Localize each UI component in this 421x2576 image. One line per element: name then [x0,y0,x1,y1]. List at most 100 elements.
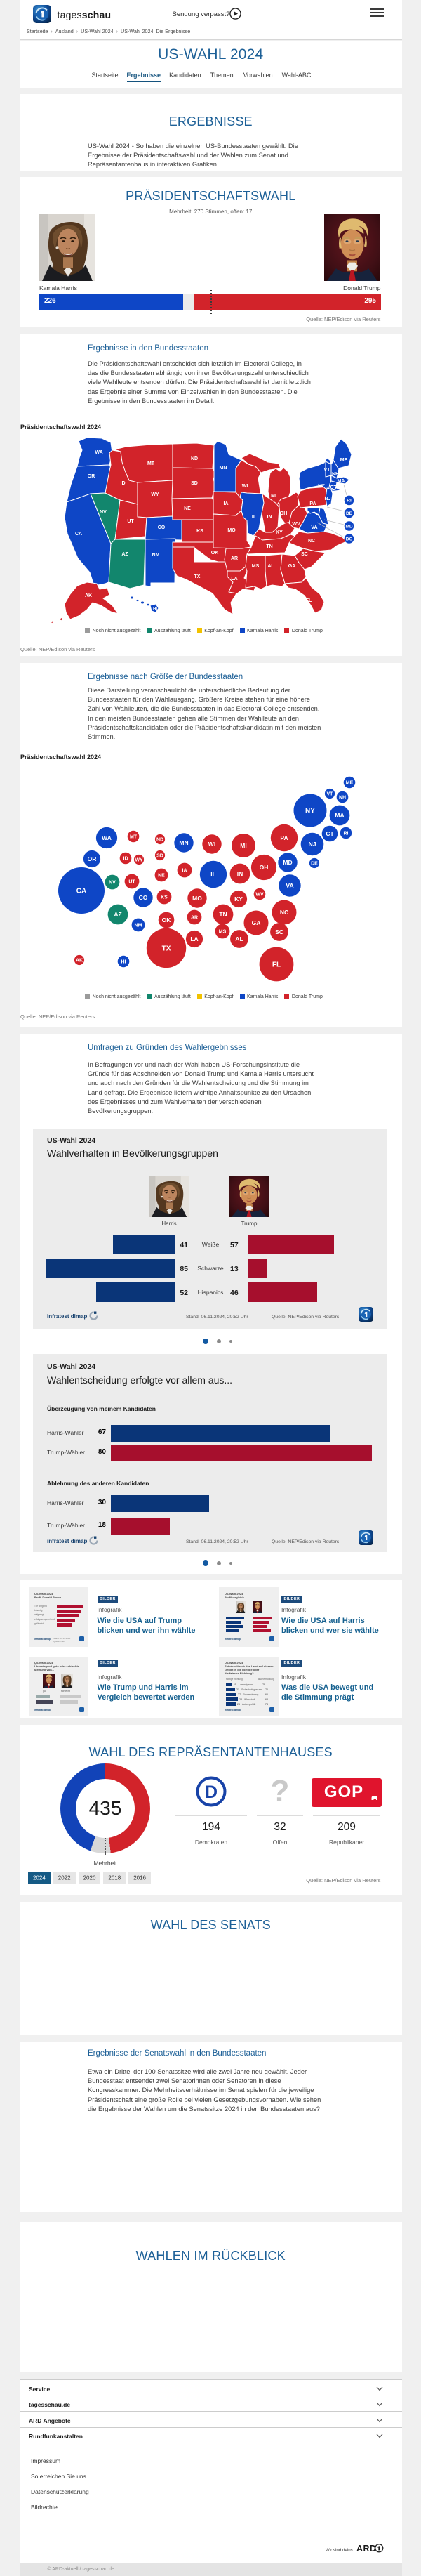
svg-text:SC: SC [301,552,308,557]
svg-text:KS: KS [196,529,203,534]
svg-text:WV: WV [292,522,300,527]
svg-text:MD: MD [283,859,292,866]
svg-text:AK: AK [76,959,83,964]
svg-text:VA: VA [311,525,317,530]
svg-text:MO: MO [227,528,236,533]
svg-text:SC: SC [275,928,283,935]
svg-text:MA: MA [338,479,345,484]
svg-text:PA: PA [280,834,288,841]
svg-text:ND: ND [191,456,198,461]
svg-text:CO: CO [139,894,148,901]
svg-text:IA: IA [224,501,229,506]
svg-text:VT: VT [324,468,331,473]
svg-text:AK: AK [85,593,92,598]
svg-text:AL: AL [235,935,243,942]
svg-text:AL: AL [267,564,274,569]
svg-text:WI: WI [208,841,215,848]
svg-text:OH: OH [280,511,288,516]
svg-text:ND: ND [156,838,163,843]
svg-text:MO: MO [192,895,202,902]
svg-text:AZ: AZ [114,911,121,918]
svg-text:NM: NM [152,553,160,558]
svg-text:VT: VT [327,792,334,797]
svg-text:HI: HI [121,960,126,965]
svg-text:ME: ME [340,458,348,463]
svg-text:KS: KS [161,895,168,900]
svg-text:GA: GA [288,564,296,569]
svg-text:MI: MI [271,494,276,499]
svg-text:OH: OH [260,864,269,871]
svg-text:MT: MT [147,461,155,466]
svg-text:MS: MS [219,930,227,935]
svg-text:FL: FL [306,598,312,603]
svg-text:VA: VA [286,882,293,889]
svg-text:NJ: NJ [325,497,331,501]
svg-text:MS: MS [252,564,260,569]
svg-text:GA: GA [252,919,261,926]
svg-text:NC: NC [308,539,315,544]
svg-text:NJ: NJ [309,841,316,848]
svg-text:TX: TX [194,574,201,579]
svg-text:IN: IN [267,515,272,520]
svg-text:DE: DE [346,511,353,516]
svg-text:MN: MN [220,466,227,471]
svg-text:WI: WI [242,484,248,489]
svg-text:CO: CO [158,525,166,530]
svg-text:DC: DC [346,537,353,541]
svg-text:UT: UT [127,519,134,524]
svg-text:WA: WA [102,834,112,841]
svg-text:OR: OR [88,474,95,479]
svg-text:HI: HI [153,607,157,612]
svg-text:KY: KY [276,530,283,535]
svg-text:NH: NH [339,796,346,801]
svg-text:AR: AR [191,916,198,921]
svg-text:NV: NV [100,510,107,515]
svg-text:RI: RI [347,499,352,504]
svg-text:MT: MT [130,835,138,840]
svg-text:CA: CA [76,888,86,895]
svg-text:ID: ID [121,481,126,486]
svg-text:PA: PA [309,501,316,506]
svg-text:NC: NC [280,909,288,916]
svg-text:SD: SD [156,854,163,859]
svg-text:TX: TX [162,945,171,953]
svg-text:AZ: AZ [121,552,128,557]
svg-text:CT: CT [326,830,334,837]
svg-text:WA: WA [95,450,102,455]
svg-text:IL: IL [252,515,257,520]
svg-text:AR: AR [231,556,238,561]
svg-text:D: D [204,1782,217,1802]
svg-text:WY: WY [135,858,143,863]
svg-text:DE: DE [311,862,318,867]
svg-text:ID: ID [123,857,128,862]
svg-text:WY: WY [151,492,159,497]
svg-text:NM: NM [135,924,142,928]
svg-text:RI: RI [344,832,349,836]
svg-text:IA: IA [182,869,187,874]
svg-text:TN: TN [219,911,227,918]
svg-text:NY: NY [318,484,325,489]
svg-text:FL: FL [272,961,281,969]
svg-text:ME: ME [346,781,354,786]
svg-text:NV: NV [109,881,116,886]
svg-text:MI: MI [240,842,246,849]
svg-text:UT: UT [128,880,135,885]
svg-text:NE: NE [184,506,191,511]
svg-text:CT: CT [330,485,337,490]
svg-text:SD: SD [191,481,198,486]
svg-text:IL: IL [210,871,216,878]
svg-text:OK: OK [211,551,219,556]
svg-text:LA: LA [190,935,198,942]
svg-text:LA: LA [231,577,237,581]
svg-text:MA: MA [335,812,344,819]
svg-text:OR: OR [88,855,97,862]
svg-text:TN: TN [266,544,272,549]
svg-text:MD: MD [345,524,352,529]
svg-text:NY: NY [305,808,315,815]
svg-text:IN: IN [237,870,243,877]
svg-text:WV: WV [255,893,264,898]
svg-text:KY: KY [234,895,243,902]
svg-text:MN: MN [179,839,188,846]
svg-text:CA: CA [75,532,82,537]
svg-text:NE: NE [158,874,165,879]
